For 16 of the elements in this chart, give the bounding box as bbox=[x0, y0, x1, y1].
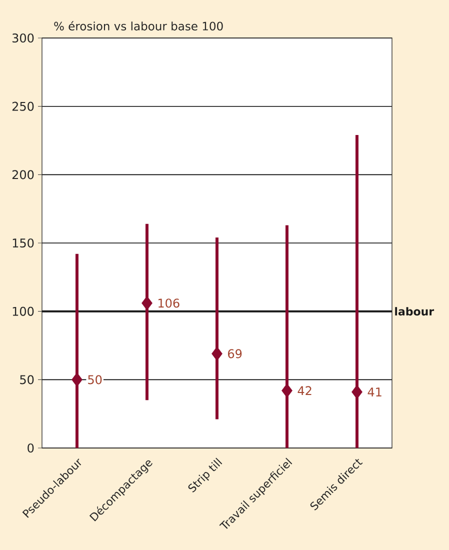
ref-line-label: labour bbox=[395, 307, 434, 316]
y-tick-label: 300 bbox=[12, 33, 34, 43]
data-label: 50 bbox=[88, 375, 102, 384]
y-tick-label: 150 bbox=[12, 238, 34, 248]
data-label: 69 bbox=[228, 349, 242, 358]
y-axis-title: % érosion vs labour base 100 bbox=[54, 21, 223, 30]
data-label: 42 bbox=[298, 386, 312, 396]
point bbox=[212, 346, 222, 361]
point bbox=[352, 384, 362, 400]
y-tick-label: 50 bbox=[20, 375, 34, 384]
data-label: 41 bbox=[368, 388, 382, 396]
y-tick-label: 200 bbox=[12, 170, 34, 180]
y-tick-label: 0 bbox=[28, 443, 34, 453]
y-tick-label: 100 bbox=[12, 306, 34, 316]
y-tick-label: 250 bbox=[12, 102, 34, 111]
data-label: 106 bbox=[158, 298, 180, 308]
